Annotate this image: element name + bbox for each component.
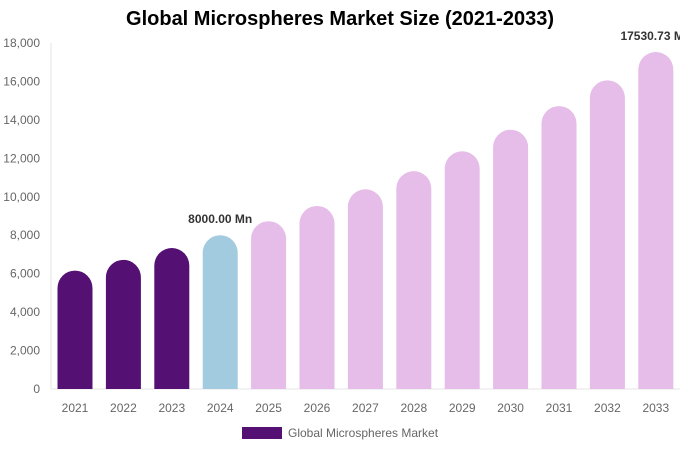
bar-2023 bbox=[154, 248, 190, 389]
legend-swatch bbox=[242, 427, 282, 439]
y-tick-label: 14,000 bbox=[3, 113, 40, 127]
x-tick-label: 2024 bbox=[207, 401, 234, 415]
chart-title: Global Microspheres Market Size (2021-20… bbox=[126, 8, 554, 30]
data-label-2033: 17530.73 Mn bbox=[620, 29, 680, 43]
bar-2026 bbox=[299, 205, 335, 389]
x-tick-label: 2030 bbox=[497, 401, 524, 415]
bar-2033 bbox=[638, 52, 674, 389]
y-tick-label: 18,000 bbox=[3, 36, 40, 50]
y-tick-label: 0 bbox=[33, 382, 40, 396]
y-tick-label: 8,000 bbox=[10, 228, 40, 242]
x-tick-label: 2032 bbox=[594, 401, 621, 415]
x-tick-label: 2028 bbox=[400, 401, 427, 415]
bar-2029 bbox=[444, 151, 480, 389]
x-tick-label: 2022 bbox=[110, 401, 137, 415]
bar-2022 bbox=[105, 259, 141, 389]
x-tick-label: 2026 bbox=[304, 401, 331, 415]
y-tick-label: 12,000 bbox=[3, 151, 40, 165]
bar-2032 bbox=[589, 80, 625, 389]
legend-label: Global Microspheres Market bbox=[288, 426, 439, 440]
bar-2027 bbox=[347, 189, 383, 389]
bar-chart: 0 2,000 4,000 6,000 8,000 10,000 12,000 14,000 1… bbox=[3, 29, 680, 415]
x-tick-label: 2029 bbox=[449, 401, 476, 415]
y-tick-label: 16,000 bbox=[3, 74, 40, 88]
legend: Global Microspheres Market bbox=[242, 426, 438, 440]
x-tick-label: 2027 bbox=[352, 401, 379, 415]
x-tick-label: 2023 bbox=[158, 401, 185, 415]
x-tick-label: 2031 bbox=[546, 401, 573, 415]
data-label-2024: 8000.00 Mn bbox=[188, 212, 252, 226]
bar-2025 bbox=[251, 221, 287, 389]
x-tick-label: 2025 bbox=[255, 401, 282, 415]
y-tick-label: 4,000 bbox=[10, 305, 40, 319]
bar-2031 bbox=[541, 106, 577, 389]
y-tick-label: 2,000 bbox=[10, 344, 40, 358]
x-tick-label: 2021 bbox=[62, 401, 89, 415]
x-tick-label: 2033 bbox=[642, 401, 669, 415]
bar-2024 bbox=[202, 235, 238, 389]
bar-2028 bbox=[396, 171, 432, 389]
y-tick-label: 10,000 bbox=[3, 190, 40, 204]
bar-2021 bbox=[57, 270, 93, 389]
y-tick-label: 6,000 bbox=[10, 267, 40, 281]
bar-2030 bbox=[493, 129, 529, 389]
